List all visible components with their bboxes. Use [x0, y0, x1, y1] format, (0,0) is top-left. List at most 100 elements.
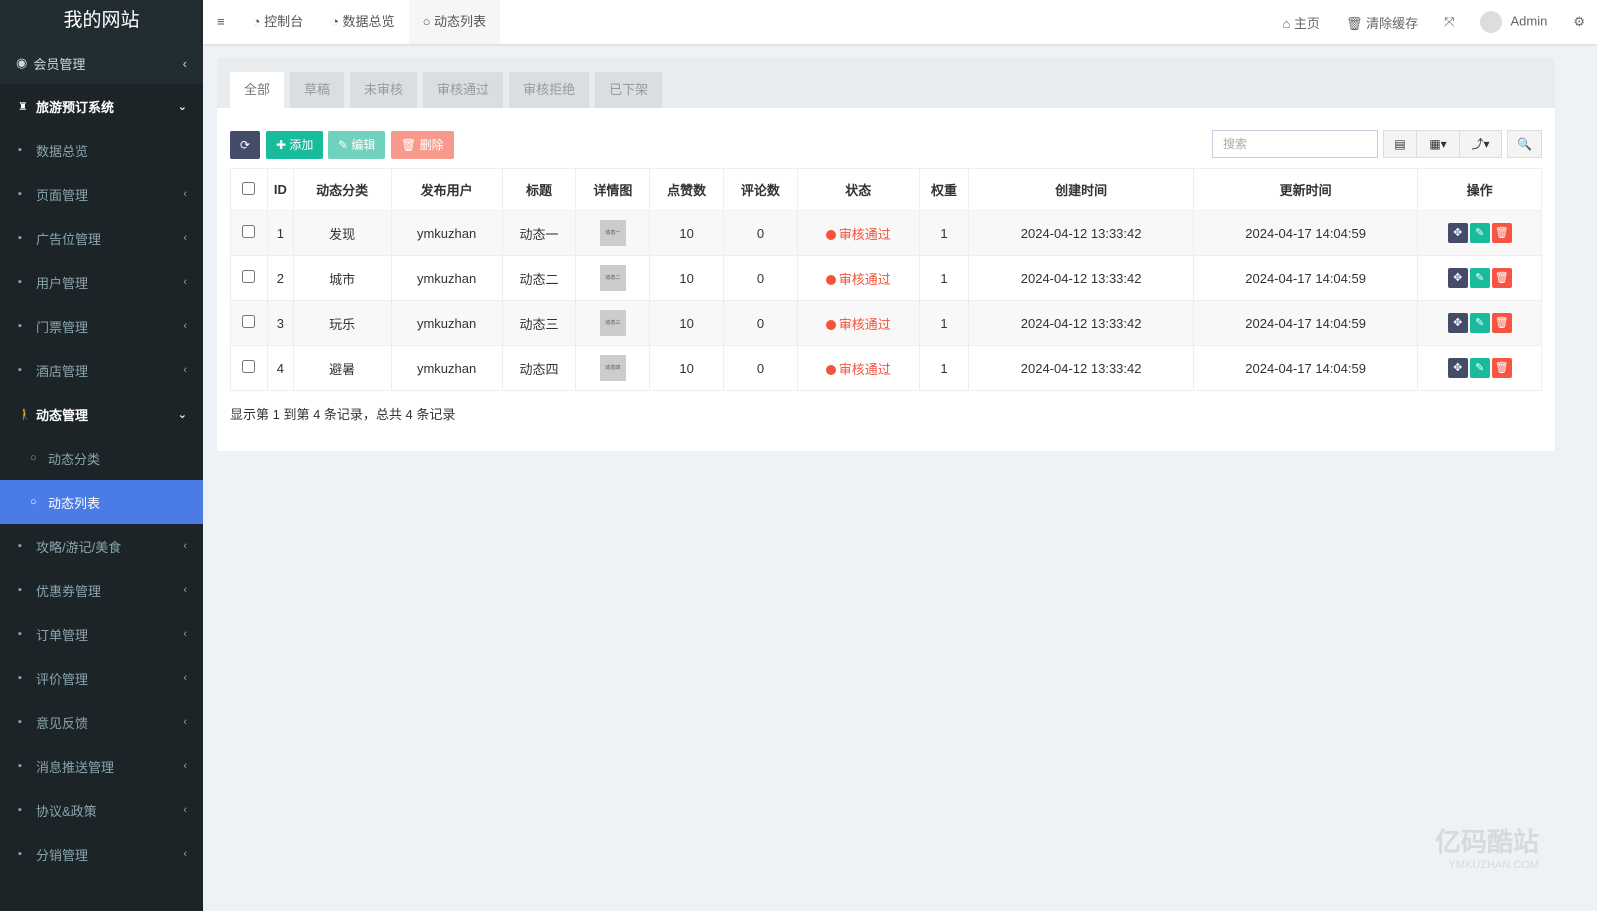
- sidebar-item[interactable]: ▪ 协议&政策 ‹: [18, 803, 187, 819]
- list-icon: ▪: [18, 848, 22, 860]
- row-delete-button[interactable]: 🗑: [1491, 268, 1512, 288]
- column-header[interactable]: 评论数: [723, 168, 798, 211]
- column-header[interactable]: 标题: [501, 168, 577, 211]
- sidebar-item[interactable]: ▪ 订单管理 ‹: [18, 627, 187, 643]
- row-delete-button[interactable]: 🗑: [1491, 223, 1512, 243]
- table-cell: 0: [723, 255, 798, 301]
- column-header[interactable]: ID: [266, 168, 294, 211]
- drag-button[interactable]: ✥: [1447, 268, 1468, 288]
- clear-cache-link[interactable]: 🗑 清除缓存: [1345, 15, 1419, 31]
- column-header[interactable]: 更新时间: [1192, 168, 1419, 211]
- edit-button[interactable]: ✎ 编辑: [328, 131, 386, 159]
- table-cell: ymkuzhan: [390, 210, 503, 256]
- table-cell: 2024-04-17 14:04:59: [1192, 345, 1419, 391]
- card-icon: ▪: [18, 232, 22, 244]
- table-cell: 发现: [292, 210, 392, 256]
- row-checkbox[interactable]: [242, 360, 256, 373]
- drag-button[interactable]: ✥: [1447, 313, 1468, 333]
- table-cell: 1: [918, 210, 970, 256]
- menu-toggle-icon[interactable]: ≡: [217, 14, 225, 29]
- row-checkbox[interactable]: [242, 225, 256, 238]
- content-panel: 全部 草稿 未审核 审核通过 审核拒绝 已下架 ⟳ ✚ 添加 ✎ 编辑 🗑 删除 搜索 ▤…: [217, 58, 1555, 451]
- sidebar-item[interactable]: ▪ 评价管理 ‹: [18, 671, 187, 687]
- detail-image[interactable]: 动态二: [599, 265, 626, 291]
- walk-icon: 🚶: [18, 408, 32, 421]
- sidebar-item[interactable]: ▪ 广告位管理 ‹: [18, 231, 187, 247]
- row-delete-button[interactable]: 🗑: [1491, 358, 1512, 378]
- sidebar-item[interactable]: ▪ 意见反馈 ‹: [18, 715, 187, 731]
- row-checkbox[interactable]: [242, 270, 256, 283]
- search-button[interactable]: 🔍: [1507, 130, 1542, 158]
- home-link[interactable]: ⌂ 主页: [1282, 15, 1320, 31]
- column-header[interactable]: 权重: [918, 168, 970, 211]
- watermark: 亿码酷站 YMKUZHAN.COM: [1434, 827, 1539, 871]
- detail-image[interactable]: 动态一: [599, 220, 626, 246]
- tab-filter[interactable]: 审核通过: [423, 72, 504, 108]
- detail-image[interactable]: 动态三: [599, 310, 626, 336]
- sidebar-item-member[interactable]: ◉ 会员管理 ‹: [0, 42, 203, 84]
- export-button[interactable]: ⤴▾: [1459, 130, 1502, 158]
- data-table: ID 动态分类 发布用户 标题 详情图 点赞数 评论数 状态 权重 创建时间 更新时间 操作 1 发现 ym…: [230, 168, 1542, 391]
- sidebar-item[interactable]: ▪ 门票管理 ‹: [18, 319, 187, 335]
- tab-dynamic-list[interactable]: ○ 动态列表: [408, 0, 501, 44]
- tab-filter[interactable]: 草稿: [290, 72, 345, 108]
- sidebar-item[interactable]: ▪ 用户管理 ‹: [18, 275, 187, 291]
- sidebar-item-dynamic-category[interactable]: ○ 动态分类: [30, 451, 101, 467]
- search-input[interactable]: 搜索: [1212, 130, 1378, 158]
- sidebar-item-dynamic-list[interactable]: ○ 动态列表: [0, 480, 203, 524]
- add-button[interactable]: ✚ 添加: [266, 131, 324, 159]
- visa-icon: ▪: [18, 584, 22, 596]
- site-logo: 我的网站: [0, 0, 203, 42]
- fullscreen-icon[interactable]: ⤧: [1444, 14, 1455, 29]
- row-edit-button[interactable]: ✎: [1469, 223, 1490, 243]
- delete-button[interactable]: 🗑 删除: [391, 131, 454, 159]
- column-header[interactable]: 发布用户: [390, 168, 503, 211]
- tab-filter[interactable]: 审核拒绝: [509, 72, 590, 108]
- sidebar-item-dynamic[interactable]: 🚶 动态管理 ⌄: [18, 407, 187, 423]
- table-cell: 2024-04-12 13:33:42: [968, 300, 1194, 346]
- table-cell: ymkuzhan: [390, 255, 503, 301]
- column-header[interactable]: 操作: [1417, 168, 1542, 211]
- sidebar: 我的网站 ◉ 会员管理 ‹ ♜ 旅游预订系统 ⌄ ▪ 数据总览 ▪ 页面管理 ‹ ▪ 广告位管理 ‹ ▪…: [0, 0, 203, 911]
- tab-dashboard[interactable]: ◔ 控制台: [252, 14, 304, 29]
- sidebar-item-system[interactable]: ♜ 旅游预订系统 ⌄: [18, 99, 187, 115]
- tab-overview[interactable]: ◔ 数据总览: [331, 14, 395, 29]
- status-badge: 审核通过: [838, 226, 891, 242]
- drag-button[interactable]: ✥: [1447, 358, 1468, 378]
- table-cell: 1: [918, 255, 970, 301]
- status-badge: 审核通过: [838, 316, 891, 332]
- table-cell: 2: [266, 255, 294, 301]
- tab-filter[interactable]: 全部: [230, 72, 285, 108]
- sidebar-item[interactable]: ▪ 页面管理 ‹: [18, 187, 187, 203]
- drag-button[interactable]: ✥: [1447, 223, 1468, 243]
- detail-image[interactable]: 动态四: [599, 355, 626, 381]
- table-row: 1 发现 ymkuzhan 动态一 动态一 10 0 审核通过 1 2024-04-12 13:3…: [230, 210, 1542, 256]
- sidebar-item[interactable]: ▪ 攻略/游记/美食 ‹: [18, 539, 187, 555]
- sidebar-item[interactable]: ▪ 消息推送管理 ‹: [18, 759, 187, 775]
- sidebar-item[interactable]: ▪ 数据总览: [18, 143, 89, 159]
- column-header[interactable]: 详情图: [575, 168, 651, 211]
- column-header[interactable]: 点赞数: [649, 168, 725, 211]
- table-cell: 避暑: [292, 345, 392, 391]
- user-menu[interactable]: Admin: [1480, 11, 1547, 33]
- column-header[interactable]: 状态: [796, 168, 920, 211]
- row-edit-button[interactable]: ✎: [1469, 313, 1490, 333]
- sidebar-item[interactable]: ▪ 优惠券管理 ‹: [18, 583, 187, 599]
- column-header[interactable]: 创建时间: [968, 168, 1194, 211]
- tab-filter[interactable]: 未审核: [350, 72, 418, 108]
- refresh-button[interactable]: ⟳: [230, 131, 261, 159]
- row-edit-button[interactable]: ✎: [1469, 268, 1490, 288]
- toggle-view-button[interactable]: ▤: [1383, 130, 1417, 158]
- sidebar-item[interactable]: ▪ 酒店管理 ‹: [18, 363, 187, 379]
- row-edit-button[interactable]: ✎: [1469, 358, 1490, 378]
- tab-filter[interactable]: 已下架: [595, 72, 663, 108]
- row-checkbox[interactable]: [242, 315, 256, 328]
- column-header[interactable]: 动态分类: [292, 168, 392, 211]
- columns-button[interactable]: ▦▾: [1416, 130, 1460, 158]
- bookmark-icon: ▪: [18, 188, 22, 200]
- file-icon: ▪: [18, 804, 22, 816]
- settings-icon[interactable]: ⚙: [1573, 14, 1585, 29]
- sidebar-item[interactable]: ▪ 分销管理 ‹: [18, 847, 187, 863]
- row-delete-button[interactable]: 🗑: [1491, 313, 1512, 333]
- select-all-checkbox[interactable]: [230, 168, 268, 211]
